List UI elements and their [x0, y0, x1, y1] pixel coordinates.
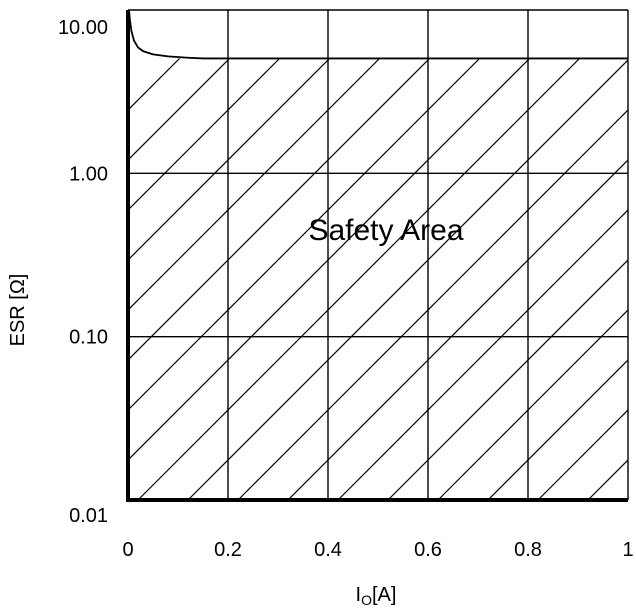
x-axis-title-unit: [A]: [372, 584, 396, 606]
x-axis-title-subscript: O: [361, 592, 372, 608]
hatch-line: [128, 58, 281, 211]
x-tick-label: 0.2: [214, 539, 242, 561]
tick-labels: 0 0.2 0.4 0.6 0.8 1 10.00 1.00 0.10 0.01: [58, 17, 634, 561]
y-axis-title: ESR [Ω]: [7, 274, 29, 347]
esr-curve-line: [128, 9, 204, 60]
hatch-line: [237, 109, 628, 501]
hatch-line: [537, 409, 628, 501]
hatch-line: [287, 159, 628, 501]
x-tick-label: 0: [122, 539, 133, 561]
hatch-line: [487, 359, 628, 501]
hatch-line: [128, 58, 531, 461]
y-tick-label: 0.01: [69, 505, 108, 527]
hatch-line: [387, 259, 628, 501]
x-tick-label: 1: [622, 539, 633, 561]
hatch-line: [0, 10, 128, 500]
safety-area-hatching: [0, 10, 628, 501]
hatch-line: [128, 58, 131, 61]
x-tick-label: 0.6: [414, 539, 442, 561]
hatch-line: [128, 58, 481, 411]
safety-area-label: Safety Area: [308, 214, 463, 247]
hatch-line: [337, 209, 628, 501]
x-tick-label: 0.4: [314, 539, 342, 561]
plot-frame: [126, 9, 629, 502]
grid-lines: [128, 10, 628, 500]
x-axis-title: IO[A]: [356, 584, 397, 608]
y-tick-label: 1.00: [69, 163, 108, 185]
hatch-line: [437, 309, 628, 501]
hatch-line: [0, 10, 28, 500]
hatch-line: [128, 58, 181, 111]
y-tick-label: 10.00: [58, 17, 108, 39]
hatch-line: [128, 58, 431, 361]
hatch-line: [137, 58, 581, 501]
x-axis-title-main: I: [356, 584, 362, 606]
hatch-line: [128, 58, 381, 311]
hatch-line: [0, 10, 78, 500]
x-tick-label: 0.8: [514, 539, 542, 561]
esr-boundary-curve: [128, 9, 628, 60]
y-tick-label: 0.10: [69, 327, 108, 349]
hatch-line: [128, 58, 231, 161]
hatch-line: [128, 58, 331, 261]
hatch-line: [187, 59, 628, 501]
